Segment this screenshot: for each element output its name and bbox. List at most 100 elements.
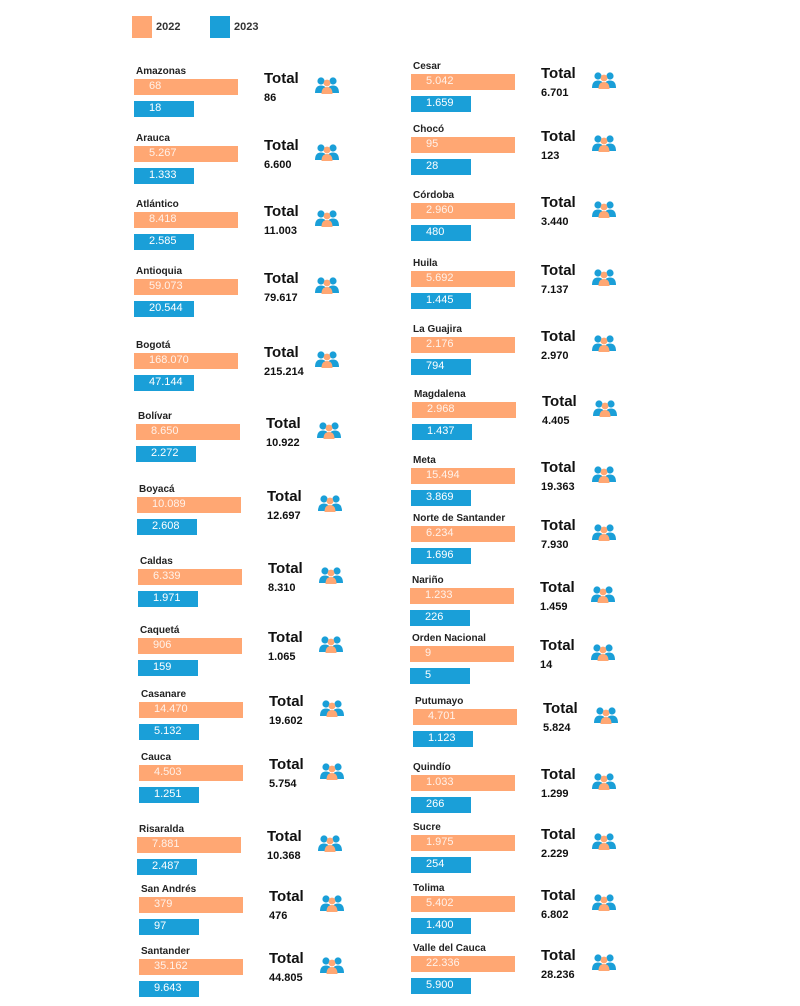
people-icon <box>318 495 342 512</box>
bar-2022: 5.267 <box>134 146 238 162</box>
department-entry: Cauca 4.503 1.251 Total 5.754 <box>139 752 354 812</box>
department-entry: Sucre 1.975 254 Total 2.229 <box>411 822 626 882</box>
department-entry: Nariño 1.233 226 Total 1.459 <box>410 575 625 635</box>
bar-2022: 6.234 <box>411 526 515 542</box>
value-2022: 68 <box>149 80 162 92</box>
people-icon <box>320 700 344 717</box>
total-value: 6.802 <box>541 909 569 921</box>
value-2023: 1.400 <box>426 919 454 931</box>
total-label: Total <box>541 887 576 904</box>
department-name: Córdoba <box>413 190 455 201</box>
value-2023: 9.643 <box>154 982 182 994</box>
value-2023: 266 <box>426 798 445 810</box>
value-2022: 4.503 <box>154 766 182 778</box>
total-value: 14 <box>540 659 553 671</box>
total-value: 19.602 <box>269 715 303 727</box>
bar-2023: 2.487 <box>137 859 197 875</box>
bar-2022: 9 <box>410 646 514 662</box>
total-label: Total <box>264 137 299 154</box>
department-name: Tolima <box>413 883 445 894</box>
people-icon <box>591 586 615 603</box>
bar-2023: 3.869 <box>411 490 471 506</box>
value-2022: 2.968 <box>427 403 455 415</box>
department-name: La Guajira <box>413 324 462 335</box>
value-2022: 7.881 <box>152 838 180 850</box>
value-2023: 794 <box>426 360 445 372</box>
department-entry: Cesar 5.042 1.659 Total 6.701 <box>411 61 626 121</box>
value-2023: 3.869 <box>426 491 454 503</box>
bar-2023: 28 <box>411 159 471 175</box>
people-icon <box>319 567 343 584</box>
total-label: Total <box>267 828 302 845</box>
value-2022: 15.494 <box>426 469 460 481</box>
department-name: Chocó <box>413 124 445 135</box>
total-label: Total <box>266 415 301 432</box>
bar-2022: 15.494 <box>411 468 515 484</box>
total-value: 12.697 <box>267 510 301 522</box>
people-icon <box>594 707 618 724</box>
total-label: Total <box>268 560 303 577</box>
value-2022: 906 <box>153 639 172 651</box>
total-value: 19.363 <box>541 481 575 493</box>
bar-2022: 5.042 <box>411 74 515 90</box>
value-2023: 159 <box>153 661 172 673</box>
total-label: Total <box>267 488 302 505</box>
value-2023: 20.544 <box>149 302 183 314</box>
people-icon <box>315 277 339 294</box>
bar-2022: 8.418 <box>134 212 238 228</box>
value-2022: 168.070 <box>149 354 189 366</box>
legend-swatch-2022 <box>132 16 152 38</box>
total-label: Total <box>264 270 299 287</box>
people-icon <box>591 644 615 661</box>
department-name: Bogotá <box>136 340 171 351</box>
bar-2022: 14.470 <box>139 702 243 718</box>
total-value: 8.310 <box>268 582 296 594</box>
bar-2023: 1.251 <box>139 787 199 803</box>
legend-swatch-2023 <box>210 16 230 38</box>
value-2023: 1.251 <box>154 788 182 800</box>
value-2022: 5.267 <box>149 147 177 159</box>
department-name: Casanare <box>141 689 187 700</box>
department-name: Santander <box>141 946 190 957</box>
value-2022: 9 <box>425 647 432 659</box>
value-2023: 480 <box>426 226 445 238</box>
bar-2022: 5.692 <box>411 271 515 287</box>
bar-2023: 1.659 <box>411 96 471 112</box>
people-icon <box>320 957 344 974</box>
department-entry: Risaralda 7.881 2.487 Total 10.368 <box>137 824 352 884</box>
bar-2022: 379 <box>139 897 243 913</box>
people-icon <box>592 466 616 483</box>
value-2023: 47.144 <box>149 376 183 388</box>
total-value: 215.214 <box>264 366 304 378</box>
bar-2022: 168.070 <box>134 353 238 369</box>
bar-2022: 906 <box>138 638 242 654</box>
value-2022: 1.975 <box>426 836 454 848</box>
value-2022: 6.234 <box>426 527 454 539</box>
bar-2023: 18 <box>134 101 194 117</box>
department-name: Bolívar <box>138 411 172 422</box>
total-value: 2.970 <box>541 350 569 362</box>
department-entry: Caquetá 906 159 Total 1.065 <box>138 625 353 685</box>
department-name: Risaralda <box>139 824 185 835</box>
total-value: 28.236 <box>541 969 575 981</box>
value-2023: 1.659 <box>426 97 454 109</box>
department-name: Meta <box>413 455 436 466</box>
total-value: 123 <box>541 150 560 162</box>
value-2023: 1.971 <box>153 592 181 604</box>
total-label: Total <box>264 203 299 220</box>
bar-2023: 97 <box>139 919 199 935</box>
bar-2023: 1.333 <box>134 168 194 184</box>
people-icon <box>592 524 616 541</box>
total-label: Total <box>268 629 303 646</box>
total-label: Total <box>541 262 576 279</box>
total-value: 1.065 <box>268 651 296 663</box>
department-entry: Atlántico 8.418 2.585 Total 11.003 <box>134 199 349 259</box>
bar-2023: 20.544 <box>134 301 194 317</box>
bar-2023: 47.144 <box>134 375 194 391</box>
department-entry: Putumayo 4.701 1.123 Total 5.824 <box>413 696 628 756</box>
total-label: Total <box>541 328 576 345</box>
department-entry: Arauca 5.267 1.333 Total 6.600 <box>134 133 349 193</box>
value-2023: 226 <box>425 611 444 623</box>
value-2022: 6.339 <box>153 570 181 582</box>
total-value: 44.805 <box>269 972 303 984</box>
